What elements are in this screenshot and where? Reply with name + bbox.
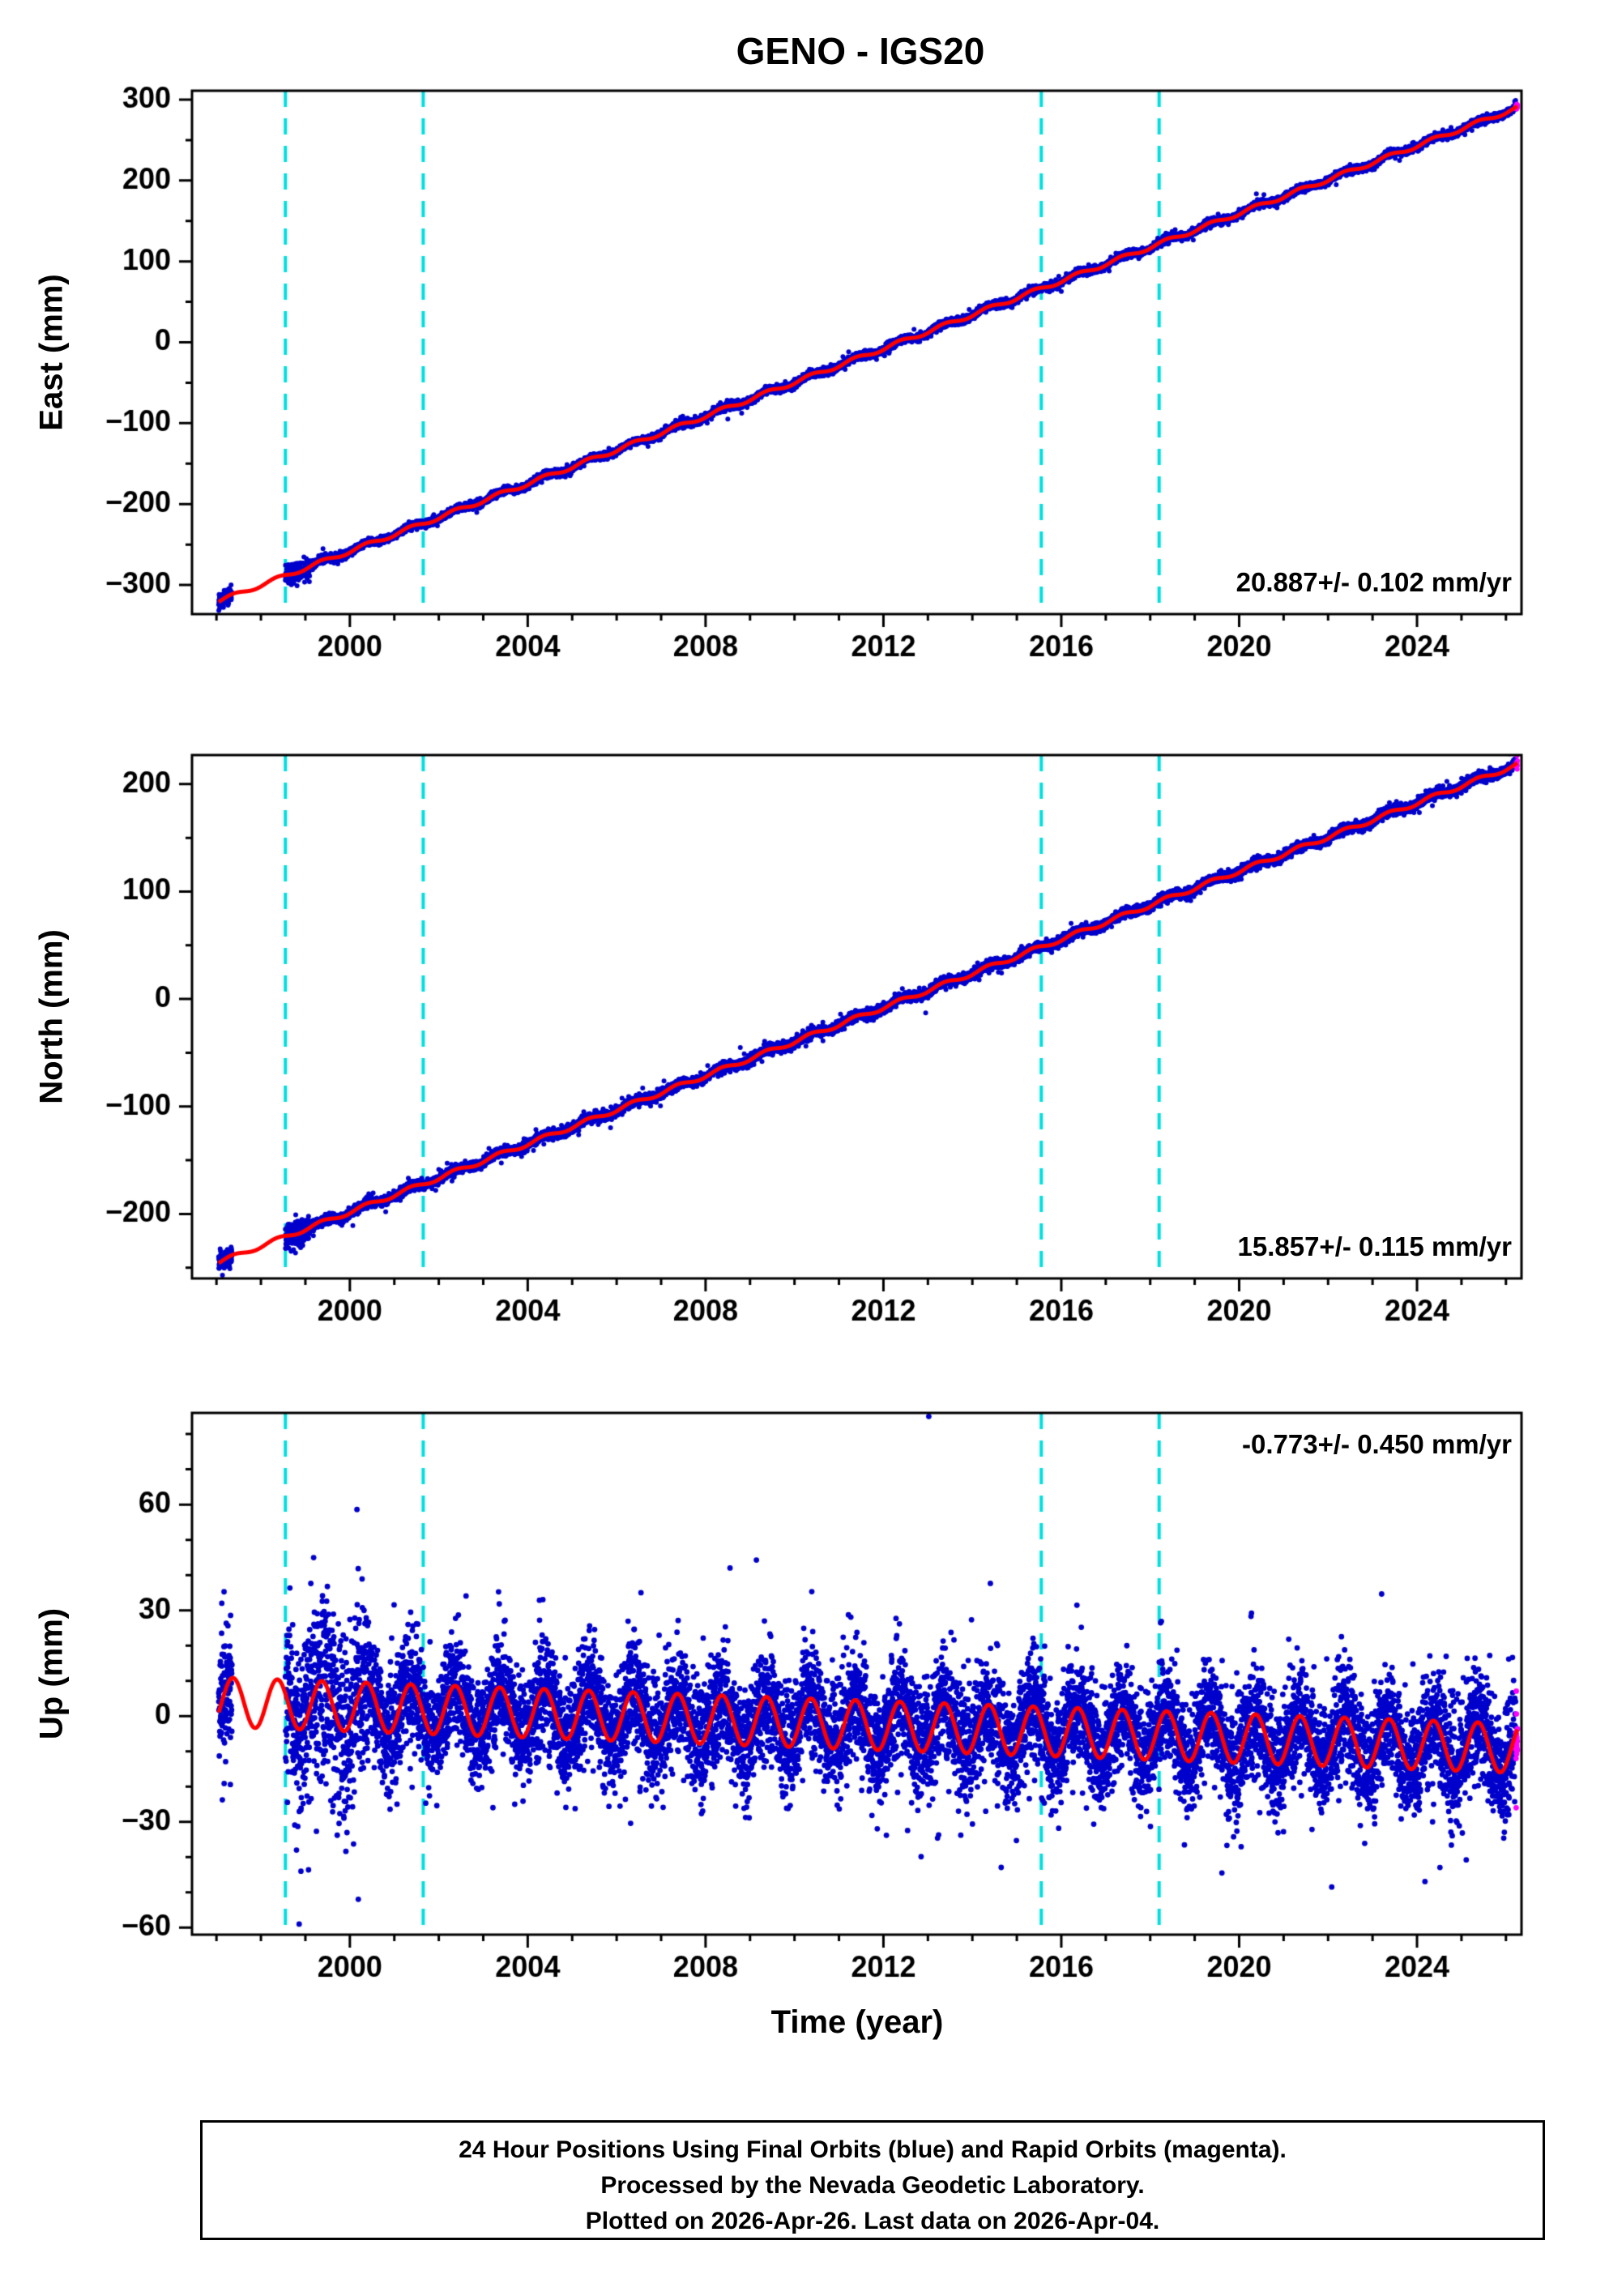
east-rate-label: 20.887+/- 0.102 mm/yr (1236, 567, 1512, 597)
footer-line-3: Plotted on 2026-Apr-26. Last data on 202… (585, 2208, 1160, 2234)
page-title: GENO - IGS20 (736, 30, 985, 72)
up-rate-label: -0.773+/- 0.450 mm/yr (1242, 1429, 1512, 1459)
east-axis-label: East (mm) (33, 274, 70, 431)
footer-line-2: Processed by the Nevada Geodetic Laborat… (600, 2172, 1145, 2199)
footer-line-1: 24 Hour Positions Using Final Orbits (bl… (459, 2136, 1287, 2163)
footer-box: 24 Hour Positions Using Final Orbits (bl… (200, 2120, 1545, 2240)
north-rate-label: 15.857+/- 0.115 mm/yr (1237, 1231, 1512, 1261)
x-axis-label: Time (year) (770, 2004, 944, 2040)
up-axis-label: Up (mm) (33, 1607, 70, 1740)
north-axis-label: North (mm) (33, 929, 70, 1104)
